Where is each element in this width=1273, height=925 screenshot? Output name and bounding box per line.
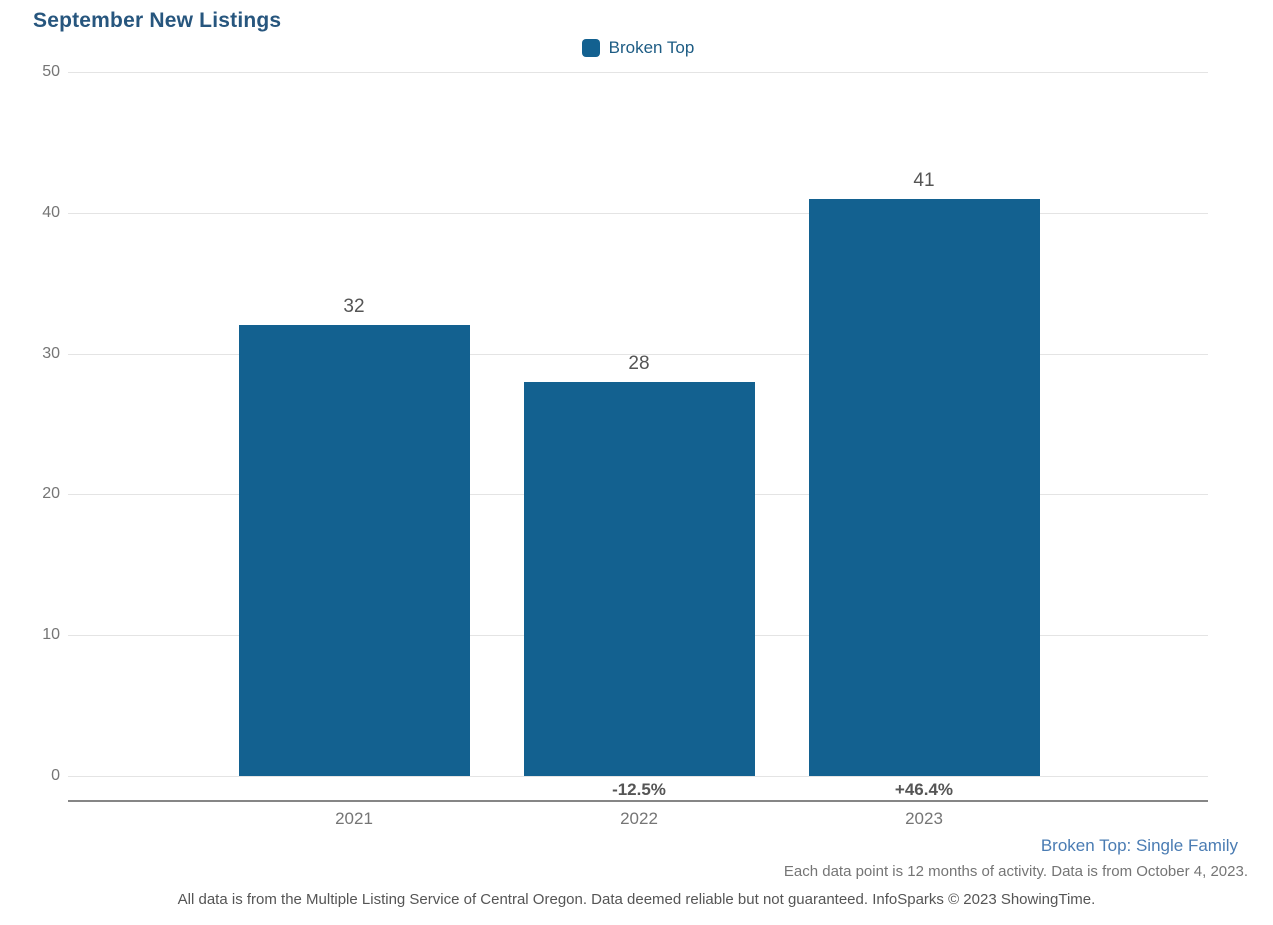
bar-value-label: 28 [628,352,650,374]
y-axis-tick-label: 10 [42,626,60,644]
bar-value-label: 41 [913,169,935,191]
bar[interactable] [808,198,1040,776]
y-axis-tick-label: 40 [42,203,60,221]
footer-disclaimer: All data is from the Multiple Listing Se… [177,891,1096,908]
legend-item-broken-top[interactable]: Broken Top [68,38,1208,58]
footer-data-note: Each data point is 12 months of activity… [783,863,1248,880]
x-axis-category-label: 2023 [905,809,943,828]
gridline [68,72,1208,73]
pct-change-label: -12.5% [612,780,666,799]
gridline [68,353,1208,355]
y-axis-tick-label: 20 [42,485,60,503]
legend-label: Broken Top [608,38,695,57]
y-axis-tick-label: 50 [42,63,60,80]
bar-value-label: 32 [343,296,365,318]
x-axis-category-label: 2021 [335,809,373,828]
y-axis-tick-label: 0 [51,767,60,784]
pct-change-label: +46.4% [894,780,954,799]
x-axis-line [68,800,1208,802]
legend-swatch-icon [581,39,600,57]
footer-series-note: Broken Top: Single Family [1040,836,1238,855]
gridline [68,776,1208,777]
page-title: September New Listings [33,9,282,32]
y-axis-tick-label: 30 [42,344,60,362]
gridline [68,212,1208,214]
x-axis-category-label: 2022 [620,809,658,828]
bar[interactable] [238,325,470,776]
bar[interactable] [523,381,755,776]
